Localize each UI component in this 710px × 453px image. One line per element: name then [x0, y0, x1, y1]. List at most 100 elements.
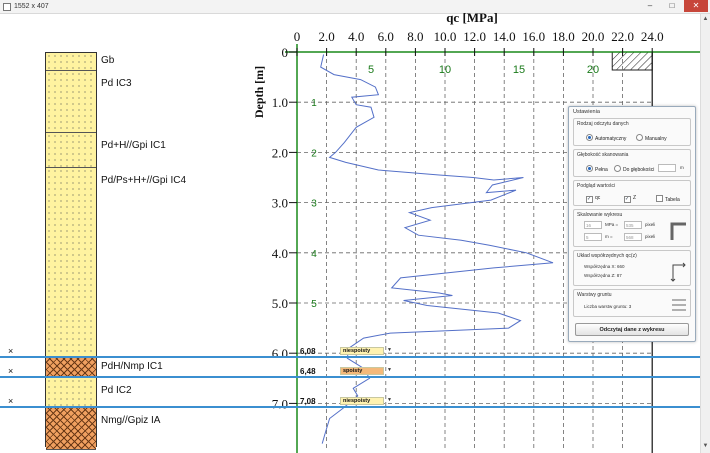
- read-chart-data-button[interactable]: Odczytaj dane z wykresu: [575, 323, 689, 336]
- layer-boundary-line[interactable]: [0, 376, 700, 379]
- soil-layer: [46, 70, 96, 134]
- meters-pixels-input[interactable]: 568: [624, 233, 642, 241]
- x-tick-label: 14.0: [493, 29, 516, 44]
- soil-type-dropdown[interactable]: niespoisty: [340, 347, 384, 356]
- scale-corner-icon: [670, 222, 686, 240]
- depth-input[interactable]: [658, 164, 676, 172]
- checkbox-z[interactable]: Z: [624, 195, 636, 203]
- inner-x-tick-label: 5: [368, 64, 374, 76]
- soil-type-dropdown[interactable]: niespoisty: [340, 397, 384, 406]
- x-tick-label: 24.0: [641, 29, 664, 44]
- coord-x-label: Współrzędna X: 660: [584, 264, 625, 269]
- soil-layer-label: Pd IC3: [101, 77, 132, 89]
- mpa-unit: MPa =: [605, 222, 619, 227]
- coords-title: Układ współrzędnych qc(z): [577, 253, 637, 259]
- chevron-down-icon[interactable]: ▼: [387, 347, 392, 354]
- scan-depth-title: Głębokość skanowania: [577, 152, 629, 158]
- y-tick-label: 0: [282, 45, 289, 60]
- y-tick-label: 4.0: [272, 246, 288, 261]
- scaling-title: Skalowanie wykresu: [577, 212, 623, 218]
- soil-layers-group: Warstwy gruntu Liczba warstw gruntu: 3: [573, 289, 691, 317]
- inner-y-tick-label: 5: [311, 299, 317, 310]
- inner-x-tick-label: 15: [513, 64, 525, 76]
- meters-unit: m =: [605, 234, 613, 239]
- mpa-pixels-unit: pixeli: [645, 222, 656, 227]
- scan-depth-group: Głębokość skanowania Pełna Do głębokości…: [573, 149, 691, 177]
- remove-boundary-icon[interactable]: ×: [8, 346, 14, 357]
- data-reading-title: Rodzaj odczytu danych: [577, 121, 629, 127]
- coord-z-label: Współrzędna Z: 87: [584, 273, 622, 278]
- settings-title: Ustawienia: [573, 109, 600, 115]
- qc-series-line: [320, 54, 554, 444]
- soil-layer-label: Pd/Ps+H+//Gpi IC4: [101, 175, 187, 187]
- soil-layer: [46, 53, 96, 71]
- y-tick-label: 2.0: [272, 145, 288, 160]
- remove-boundary-icon[interactable]: ×: [8, 366, 14, 377]
- x-tick-label: 2.0: [318, 29, 334, 44]
- layer-boundary-line[interactable]: [0, 356, 700, 359]
- coords-group: Układ współrzędnych qc(z) Współrzędna X:…: [573, 250, 691, 286]
- depth-unit: m: [680, 165, 684, 170]
- window-titlebar: 1552 x 407: [0, 0, 710, 14]
- settings-panel: Ustawienia Rodzaj odczytu danych Automat…: [568, 106, 696, 342]
- checkbox-table[interactable]: Tabela: [656, 195, 680, 203]
- y-tick-label: 3.0: [272, 196, 288, 211]
- inner-y-tick-label: 1: [311, 98, 317, 109]
- x-tick-label: 10.0: [434, 29, 457, 44]
- soil-layer: [46, 408, 96, 450]
- inner-y-tick-label: 4: [311, 249, 317, 260]
- soil-type-dropdown[interactable]: spoisty: [340, 367, 384, 376]
- data-reading-group: Rodzaj odczytu danych Automatyczny Manua…: [573, 118, 691, 146]
- x-tick-label: 6.0: [378, 29, 394, 44]
- soil-layer-label: PdH/Nmp IC1: [101, 361, 163, 373]
- inner-y-tick-label: 2: [311, 148, 317, 159]
- vertical-scrollbar[interactable]: [700, 14, 710, 453]
- meters-pixels-unit: pixeli: [645, 234, 656, 239]
- layer-boundary-line[interactable]: [0, 406, 700, 409]
- meters-input[interactable]: 5: [584, 233, 602, 241]
- y-tick-label: 5.0: [272, 296, 288, 311]
- x-tick-label: 18.0: [552, 29, 575, 44]
- x-tick-label: 0: [294, 29, 301, 44]
- soil-layer: [46, 133, 96, 169]
- x-tick-label: 8.0: [407, 29, 423, 44]
- inner-x-tick-label: 10: [439, 64, 451, 76]
- soil-count-label: Liczba warstw gruntu: 3: [584, 304, 632, 309]
- layers-icon: [672, 299, 686, 311]
- preview-group: Podgląd wartości qc Z Tabela: [573, 180, 691, 206]
- radio-full-depth[interactable]: Pełna: [586, 165, 608, 173]
- y-tick-label: 7.0: [272, 396, 288, 411]
- soil-layer-label: Nmg//Gpiz IA: [101, 415, 161, 427]
- scaling-group: Skalowanie wykresu 16 MPa = 535 pixeli 5…: [573, 209, 691, 247]
- chevron-down-icon[interactable]: ▼: [387, 367, 392, 374]
- y-tick-label: 1.0: [272, 95, 288, 110]
- maximize-button[interactable]: □: [669, 1, 675, 10]
- mpa-input[interactable]: 16: [584, 221, 602, 229]
- radio-manual[interactable]: Manualny: [636, 134, 667, 142]
- radio-to-depth[interactable]: Do głębokości: [614, 165, 654, 173]
- checkbox-qc[interactable]: qc: [586, 195, 600, 203]
- scroll-down-icon[interactable]: ▼: [702, 443, 709, 449]
- boundary-depth-label: 6,08: [300, 347, 316, 357]
- y-axis-label: Depth [m]: [252, 66, 266, 118]
- remove-boundary-icon[interactable]: ×: [8, 396, 14, 407]
- boundary-depth-label: 7,08: [300, 397, 316, 407]
- soil-layers-title: Warstwy gruntu: [577, 292, 612, 298]
- radio-automatic[interactable]: Automatyczny: [586, 134, 626, 142]
- soil-layer-label: Gb: [101, 54, 115, 66]
- y-tick-label: 6.0: [272, 346, 288, 361]
- close-button[interactable]: ✕: [684, 0, 708, 12]
- x-tick-label: 4.0: [348, 29, 364, 44]
- minimize-button[interactable]: –: [647, 1, 653, 10]
- chart-title: qc [MPa]: [446, 10, 498, 25]
- chevron-down-icon[interactable]: ▼: [387, 397, 392, 404]
- soil-layer-label: Pd IC2: [101, 385, 132, 397]
- mpa-pixels-input[interactable]: 535: [624, 221, 642, 229]
- boundary-depth-label: 6,48: [300, 367, 316, 377]
- soil-layer: [46, 168, 96, 359]
- scroll-up-icon[interactable]: ▲: [702, 16, 709, 22]
- inner-y-tick-label: 3: [311, 199, 317, 210]
- x-tick-label: 16.0: [522, 29, 545, 44]
- app-icon: [3, 3, 11, 11]
- soil-layer-label: Pd+H//Gpi IC1: [101, 140, 166, 152]
